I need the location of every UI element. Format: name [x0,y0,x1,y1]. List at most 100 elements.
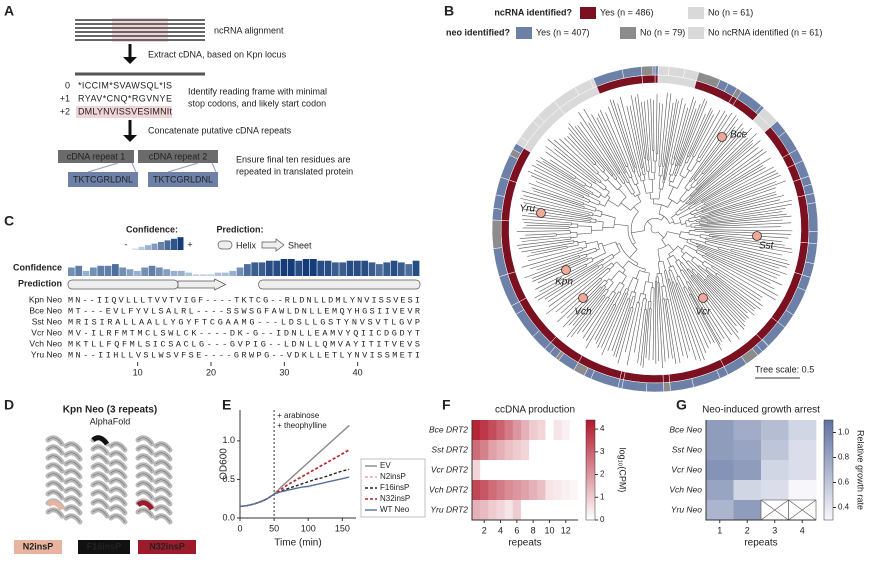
legend-low: - [125,239,128,249]
arrow-head [123,135,137,142]
step-label: Extract cDNA, based on Kpn locus [148,49,287,59]
variant-label: N32insP [149,541,185,551]
confidence-bar [368,262,376,276]
heat-cell [496,500,505,521]
series-line [239,468,350,508]
legend-entry: No (n = 61) [708,7,753,17]
legend-swatch [688,27,704,39]
colorbar-tick-label: 1.0 [838,428,850,437]
x-axis-label: repeats [744,538,777,549]
variant-box [78,540,130,554]
panel-label: C [4,213,14,229]
confidence-bar [376,264,383,276]
confidence-bar [280,259,288,276]
heat-cell [569,460,579,481]
heat-cell [529,440,538,461]
confidence-key [177,237,184,250]
variant-site [46,500,65,511]
frame-note: stop codons, and likely start codon [188,98,326,108]
heat-cell [561,420,571,441]
heat-cell [472,460,481,481]
variant-box [14,540,62,554]
confidence-key [171,238,177,250]
frame-highlight [76,106,172,118]
confidence-bar [68,267,75,276]
helix-pred [67,279,179,290]
colorbar-tick-label: 0.6 [838,478,850,487]
heat-cell [545,460,554,481]
position-label: 20 [206,367,216,377]
confidence-key [145,245,151,250]
confidence-bar [236,267,244,276]
x-tick-label: 3 [772,525,777,535]
tree-branches [516,92,793,369]
confidence-bar [405,264,413,276]
seq-name: Vcr Neo [31,327,62,337]
heat-cell [520,440,530,461]
legend-frame [360,458,426,518]
heat-cell [529,480,538,501]
confidence-key [164,240,171,250]
legend-entry: No (n = 79) [640,27,685,37]
helix-edge [110,443,126,523]
helix-key [217,240,233,250]
structure-subtitle: AlphaFold [90,416,131,426]
confidence-bar [200,274,207,276]
frame-label: 0 [65,80,70,90]
heat-cell [761,440,789,461]
confidence-bar [178,270,185,276]
confidence-bar [390,260,398,276]
panel-label: G [676,397,687,413]
seq: MT---EVLFYVLSALRL----SSWSGFAWLDNLLEMQYHG… [68,306,420,316]
sheet-pred [177,278,227,291]
confidence-bar [214,272,222,276]
variant-site [91,435,110,446]
ring-segment [662,374,670,384]
heat-cell [553,460,562,481]
seq: MRISIRALLAALLYGYFTCGAAMG---LDSLLGSTYNVSV… [68,317,420,327]
row-label: Vch Neo [669,484,702,494]
heat-cell [488,440,497,461]
seq-name: Vch Neo [29,338,62,348]
seq: MN--IIHLLVSLWSVFSE----GRWPG--VDKLLETLYNV… [68,350,420,360]
heat-cell [706,500,734,521]
heat-cell [569,440,579,461]
row-label: Vch DRT2 [429,484,468,494]
helix-pred [258,279,421,290]
confidence-key [132,248,138,250]
heat-cell [706,440,734,461]
heat-cell [480,480,489,501]
heat-cell [520,480,530,501]
axes [471,420,578,521]
heat-cell [520,420,530,441]
heat-cell [761,460,789,481]
heat-cell [488,500,497,521]
heat-cell [788,420,817,441]
panel-label: B [444,3,454,19]
series-line [239,476,350,508]
x-axis-label: Time (min) [274,538,321,549]
frame-note: Identify reading frame with minimal [188,86,327,96]
row-label: Vcr Neo [671,464,702,474]
colorbar-label: Relative growth rate [856,430,866,510]
heat-cell [504,500,514,521]
heat-cell [496,440,505,461]
heat-cell [496,480,505,501]
confidence-bar [90,267,97,276]
heat-cell [561,460,571,481]
ring-segment [654,74,659,84]
confidence-key [151,243,158,250]
confidence-bar [354,260,361,276]
heat-cell [545,480,554,501]
row-label: Bce DRT2 [429,424,468,434]
annotation: + theophylline [277,421,327,430]
legend-title: Prediction: [216,224,263,234]
legend-label: F16insP [380,483,409,492]
ring-segment [641,74,656,84]
heat-cell [788,440,817,461]
heat-cell [537,460,546,481]
alignment-highlight [112,18,168,42]
helix-label: Helix [236,240,257,250]
series-line [239,424,350,508]
